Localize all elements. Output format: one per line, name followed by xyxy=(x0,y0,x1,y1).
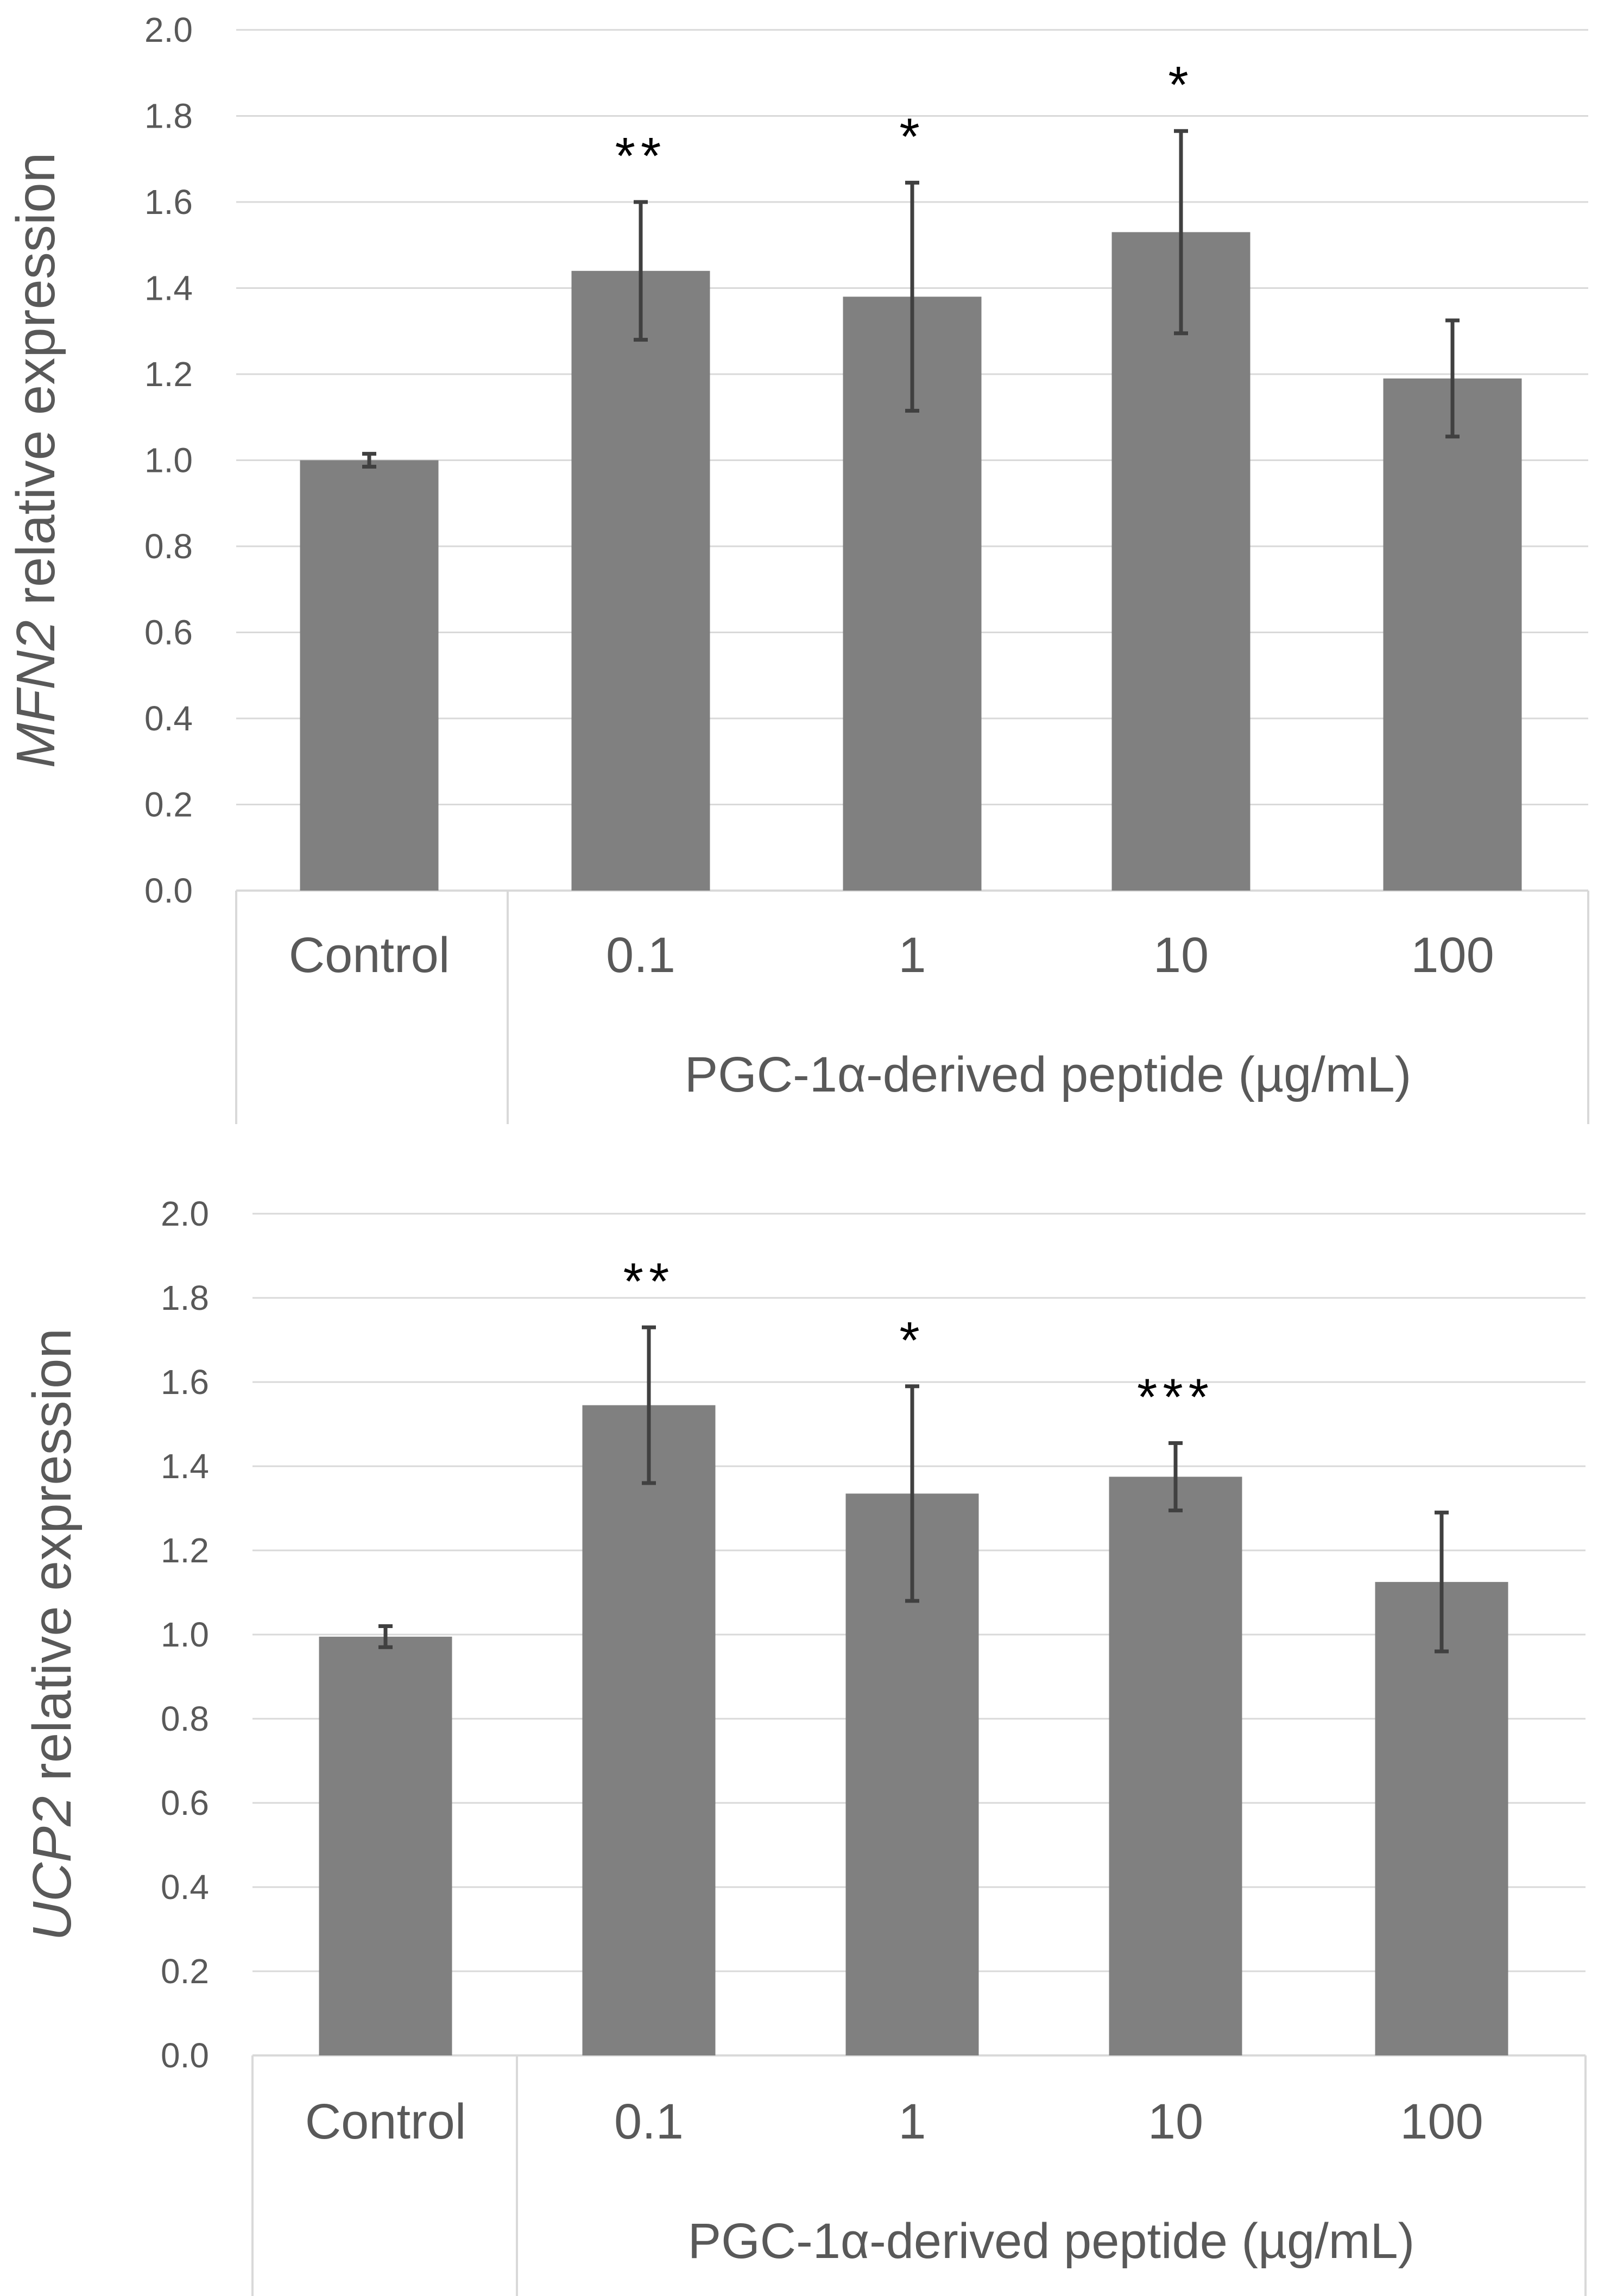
y-axis-label-gene: UCP2 xyxy=(22,1796,83,1941)
error-bar xyxy=(1169,1441,1183,1512)
y-tick-label: 0.0 xyxy=(144,871,193,910)
ucp2-chart-panel: 0.0 0.2 0.4 0.6 0.8 1.0 1.2 1.4 1.6 1.8 2.0 Control… xyxy=(22,1194,1587,2296)
bar xyxy=(1383,378,1522,891)
y-tick-label: 0.6 xyxy=(161,1783,209,1822)
error-bar xyxy=(1174,129,1188,336)
category-label: 1 xyxy=(898,2094,926,2149)
y-tick-label: 1.2 xyxy=(161,1531,209,1570)
significance-marker: *** xyxy=(1137,1368,1214,1426)
significance-marker: * xyxy=(1168,56,1193,114)
bar xyxy=(1111,232,1250,891)
category-label: 10 xyxy=(1148,2094,1203,2149)
y-tick-label: 2.0 xyxy=(144,10,193,49)
y-axis-label: MFN2 relative expression xyxy=(5,153,66,768)
y-tick-label: 0.4 xyxy=(144,699,193,738)
group-label: PGC-1α-derived peptide (µg/mL) xyxy=(688,2213,1415,2269)
y-tick-label: 2.0 xyxy=(161,1194,209,1233)
bar xyxy=(1109,1477,1242,2055)
y-tick-label: 0.6 xyxy=(144,613,193,652)
group-label: PGC-1α-derived peptide (µg/mL) xyxy=(685,1047,1412,1102)
error-bar xyxy=(362,452,376,469)
significance-marker: ** xyxy=(623,1252,675,1310)
y-tick-label: 1.4 xyxy=(144,269,193,308)
bar xyxy=(319,1636,452,2055)
category-label: 0.1 xyxy=(614,2094,684,2149)
category-label: 100 xyxy=(1400,2094,1483,2149)
y-tick-label: 0.0 xyxy=(161,2036,209,2075)
y-tick-label: 0.2 xyxy=(161,1952,209,1991)
y-tick-label: 1.8 xyxy=(144,97,193,136)
bar xyxy=(582,1405,716,2055)
y-axis-label-gene: MFN2 xyxy=(5,620,66,768)
category-label: Control xyxy=(289,928,450,983)
error-bar xyxy=(905,180,919,413)
category-label: Control xyxy=(305,2094,466,2149)
bar xyxy=(1375,1582,1508,2055)
error-bar xyxy=(1435,1510,1449,1654)
y-axis-label: UCP2 relative expression xyxy=(22,1328,83,1941)
significance-marker: * xyxy=(899,108,925,166)
mfn2-chart-panel: 0.0 0.2 0.4 0.6 0.8 1.0 1.2 1.4 1.6 1.8 2.0 Control… xyxy=(5,10,1589,1124)
category-label: 100 xyxy=(1411,928,1494,983)
y-tick-label: 1.4 xyxy=(161,1447,209,1486)
error-bar xyxy=(642,1325,656,1485)
error-bar xyxy=(634,200,648,342)
y-tick-label: 1.0 xyxy=(161,1615,209,1654)
category-label: 0.1 xyxy=(606,928,675,983)
error-bar xyxy=(1445,318,1460,439)
significance-marker: * xyxy=(899,1311,925,1370)
category-label: 1 xyxy=(898,928,926,983)
bar xyxy=(571,270,710,891)
error-bar xyxy=(378,1624,393,1649)
bar xyxy=(300,460,439,891)
y-tick-label: 0.2 xyxy=(144,785,193,824)
y-tick-label: 1.6 xyxy=(161,1363,209,1402)
y-tick-label: 0.8 xyxy=(161,1699,209,1738)
y-tick-label: 1.0 xyxy=(144,441,193,480)
y-tick-label: 1.6 xyxy=(144,182,193,222)
y-tick-label: 0.4 xyxy=(161,1868,209,1907)
y-axis-label-text: relative expression xyxy=(22,1328,83,1796)
y-tick-label: 1.8 xyxy=(161,1278,209,1317)
y-tick-label: 0.8 xyxy=(144,527,193,566)
y-axis-label-text: relative expression xyxy=(5,153,66,621)
error-bar xyxy=(905,1384,919,1603)
y-tick-label: 1.2 xyxy=(144,355,193,394)
category-label: 10 xyxy=(1153,928,1209,983)
significance-marker: ** xyxy=(615,127,667,185)
